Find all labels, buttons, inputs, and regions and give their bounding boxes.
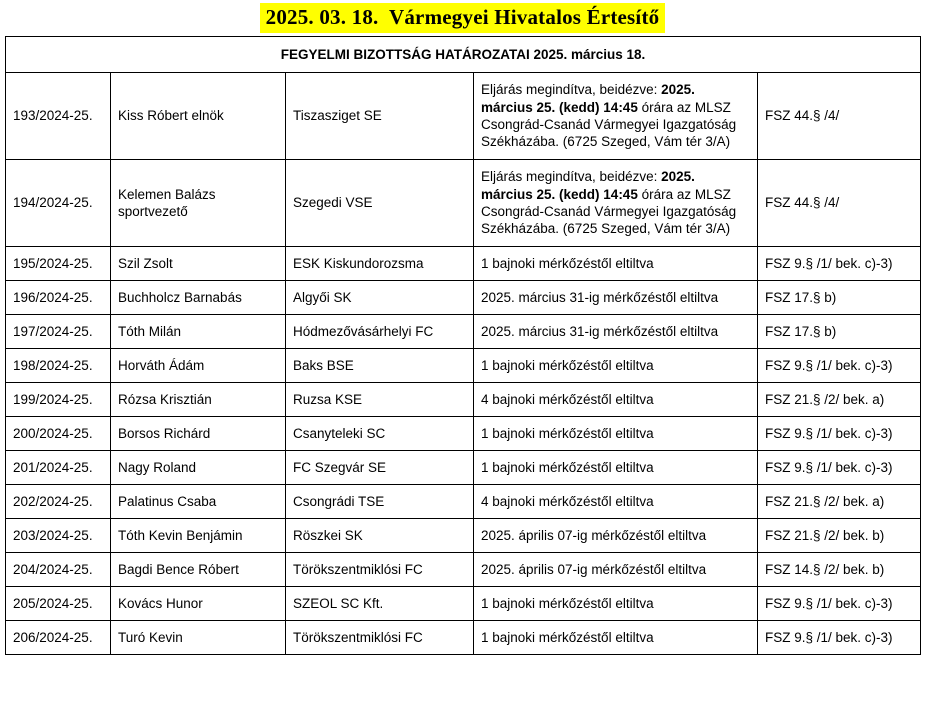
decision-cell: Eljárás megindítva, beidézve: 2025. márc… — [473, 159, 758, 247]
decision-cell: 4 bajnoki mérkőzéstől eltiltva — [473, 484, 758, 519]
case-number-cell: 195/2024-25. — [5, 246, 111, 281]
case-number-cell: 197/2024-25. — [5, 314, 111, 349]
person-name-cell: Rózsa Krisztián — [110, 382, 286, 417]
club-cell: Hódmezővásárhelyi FC — [285, 314, 474, 349]
regulation-cell: FSZ 9.§ /1/ bek. c)-3) — [756, 348, 922, 383]
decision-cell: 2025. április 07-ig mérkőzéstől eltiltva — [473, 518, 758, 553]
regulation-cell: FSZ 44.§ /4/ — [756, 72, 922, 160]
table-header-title: FEGYELMI BIZOTTSÁG HATÁROZATAI 2025. már… — [4, 36, 922, 73]
decision-cell: 2025. március 31-ig mérkőzéstől eltiltva — [473, 280, 758, 315]
decision-cell: 4 bajnoki mérkőzéstől eltiltva — [473, 382, 758, 417]
case-number-cell: 202/2024-25. — [5, 484, 111, 519]
person-name-cell: Tóth Milán — [110, 314, 286, 349]
table-row: 193/2024-25. Kiss Róbert elnök Tiszaszig… — [5, 72, 922, 160]
decision-cell: Eljárás megindítva, beidézve: 2025. márc… — [473, 72, 758, 160]
club-cell: SZEOL SC Kft. — [285, 586, 474, 621]
regulation-cell: FSZ 21.§ /2/ bek. a) — [756, 484, 922, 519]
regulation-cell: FSZ 17.§ b) — [756, 280, 922, 315]
regulation-cell: FSZ 9.§ /1/ bek. c)-3) — [756, 620, 922, 655]
decision-cell: 1 bajnoki mérkőzéstől eltiltva — [473, 620, 758, 655]
document-title-bar: 2025. 03. 18. Vármegyei Hivatalos Értesí… — [0, 0, 925, 36]
person-name-cell: Tóth Kevin Benjámin — [110, 518, 286, 553]
case-number-cell: 204/2024-25. — [5, 552, 111, 587]
case-number-cell: 206/2024-25. — [5, 620, 111, 655]
decision-cell: 1 bajnoki mérkőzéstől eltiltva — [473, 450, 758, 485]
club-cell: Csongrádi TSE — [285, 484, 474, 519]
table-row: 200/2024-25. Borsos Richárd Csanyteleki … — [5, 416, 922, 451]
case-number-cell: 198/2024-25. — [5, 348, 111, 383]
regulation-cell: FSZ 44.§ /4/ — [756, 159, 922, 247]
club-cell: Ruzsa KSE — [285, 382, 474, 417]
club-cell: ESK Kiskundorozsma — [285, 246, 474, 281]
club-cell: Törökszentmiklósi FC — [285, 620, 474, 655]
case-number-cell: 205/2024-25. — [5, 586, 111, 621]
table-row: 198/2024-25. Horváth Ádám Baks BSE 1 baj… — [5, 348, 922, 383]
regulation-cell: FSZ 9.§ /1/ bek. c)-3) — [756, 586, 922, 621]
case-number-cell: 193/2024-25. — [5, 72, 111, 160]
decision-cell: 1 bajnoki mérkőzéstől eltiltva — [473, 586, 758, 621]
regulation-cell: FSZ 9.§ /1/ bek. c)-3) — [756, 450, 922, 485]
club-cell: Algyői SK — [285, 280, 474, 315]
regulation-cell: FSZ 17.§ b) — [756, 314, 922, 349]
table-row: 197/2024-25. Tóth Milán Hódmezővásárhely… — [5, 314, 922, 349]
regulation-cell: FSZ 9.§ /1/ bek. c)-3) — [756, 416, 922, 451]
table-row: 206/2024-25. Turó Kevin Törökszentmiklós… — [5, 620, 922, 655]
person-name-cell: Kovács Hunor — [110, 586, 286, 621]
person-name-cell: Borsos Richárd — [110, 416, 286, 451]
decision-cell: 2025. március 31-ig mérkőzéstől eltiltva — [473, 314, 758, 349]
table-row: 199/2024-25. Rózsa Krisztián Ruzsa KSE 4… — [5, 382, 922, 417]
case-number-cell: 196/2024-25. — [5, 280, 111, 315]
decision-cell: 1 bajnoki mérkőzéstől eltiltva — [473, 348, 758, 383]
document-title: 2025. 03. 18. Vármegyei Hivatalos Értesí… — [259, 3, 666, 33]
table-row: 196/2024-25. Buchholcz Barnabás Algyői S… — [5, 280, 922, 315]
club-cell: Csanyteleki SC — [285, 416, 474, 451]
table-row: 201/2024-25. Nagy Roland FC Szegvár SE 1… — [5, 450, 922, 485]
table-row: 195/2024-25. Szil Zsolt ESK Kiskundorozs… — [5, 246, 922, 281]
regulation-cell: FSZ 9.§ /1/ bek. c)-3) — [756, 246, 922, 281]
decision-cell: 1 bajnoki mérkőzéstől eltiltva — [473, 416, 758, 451]
case-number-cell: 201/2024-25. — [5, 450, 111, 485]
club-cell: Baks BSE — [285, 348, 474, 383]
decisions-table-body: FEGYELMI BIZOTTSÁG HATÁROZATAI 2025. már… — [4, 36, 922, 655]
case-number-cell: 200/2024-25. — [5, 416, 111, 451]
person-name-cell: Bagdi Bence Róbert — [110, 552, 286, 587]
regulation-cell: FSZ 14.§ /2/ bek. b) — [756, 552, 922, 587]
case-number-cell: 194/2024-25. — [5, 159, 111, 247]
club-cell: Szegedi VSE — [285, 159, 474, 247]
club-cell: Röszkei SK — [285, 518, 474, 553]
table-header-row: FEGYELMI BIZOTTSÁG HATÁROZATAI 2025. már… — [4, 36, 922, 73]
person-name-cell: Palatinus Csaba — [110, 484, 286, 519]
club-cell: Törökszentmiklósi FC — [285, 552, 474, 587]
person-name-cell: Szil Zsolt — [110, 246, 286, 281]
decision-cell: 1 bajnoki mérkőzéstől eltiltva — [473, 246, 758, 281]
person-name-cell: Kelemen Balázs sportvezető — [110, 159, 286, 247]
case-number-cell: 199/2024-25. — [5, 382, 111, 417]
person-name-cell: Turó Kevin — [110, 620, 286, 655]
case-number-cell: 203/2024-25. — [5, 518, 111, 553]
person-name-cell: Horváth Ádám — [110, 348, 286, 383]
table-row: 203/2024-25. Tóth Kevin Benjámin Röszkei… — [5, 518, 922, 553]
regulation-cell: FSZ 21.§ /2/ bek. a) — [756, 382, 922, 417]
club-cell: FC Szegvár SE — [285, 450, 474, 485]
table-row: 204/2024-25. Bagdi Bence Róbert Töröksze… — [5, 552, 922, 587]
regulation-cell: FSZ 21.§ /2/ bek. b) — [756, 518, 922, 553]
decision-cell: 2025. április 07-ig mérkőzéstől eltiltva — [473, 552, 758, 587]
person-name-cell: Kiss Róbert elnök — [110, 72, 286, 160]
person-name-cell: Buchholcz Barnabás — [110, 280, 286, 315]
person-name-cell: Nagy Roland — [110, 450, 286, 485]
table-row: 205/2024-25. Kovács Hunor SZEOL SC Kft. … — [5, 586, 922, 621]
club-cell: Tiszasziget SE — [285, 72, 474, 160]
table-row: 194/2024-25. Kelemen Balázs sportvezető … — [5, 159, 922, 247]
decisions-table: FEGYELMI BIZOTTSÁG HATÁROZATAI 2025. már… — [4, 36, 922, 655]
table-row: 202/2024-25. Palatinus Csaba Csongrádi T… — [5, 484, 922, 519]
